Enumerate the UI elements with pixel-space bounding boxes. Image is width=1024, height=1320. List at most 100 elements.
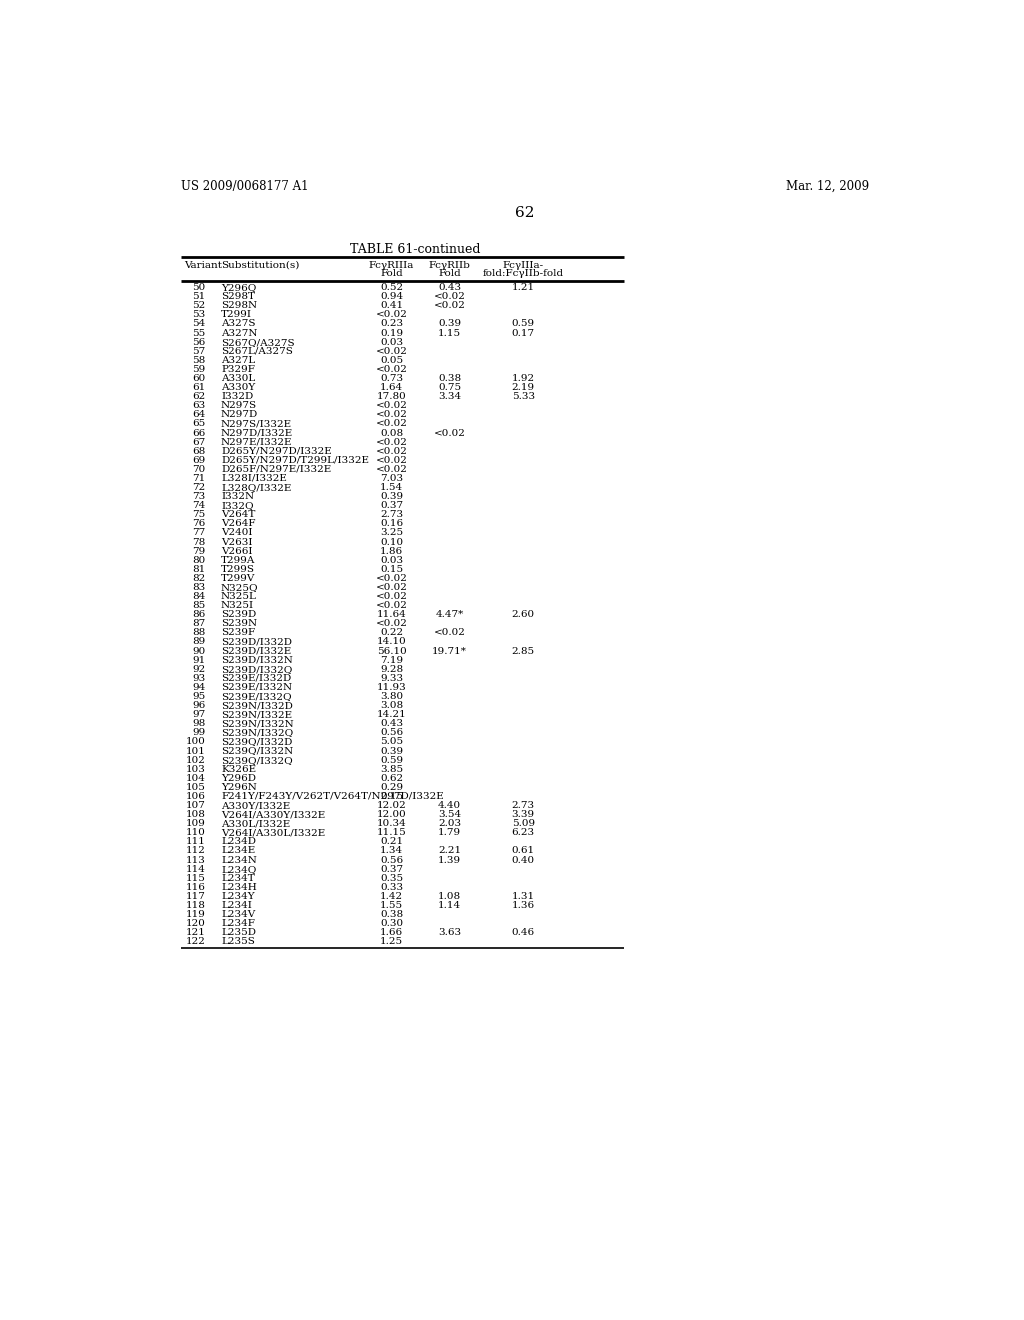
Text: 0.94: 0.94 (380, 292, 403, 301)
Text: 59: 59 (193, 364, 206, 374)
Text: 53: 53 (193, 310, 206, 319)
Text: <0.02: <0.02 (434, 292, 466, 301)
Text: 77: 77 (193, 528, 206, 537)
Text: 62: 62 (193, 392, 206, 401)
Text: T299S: T299S (221, 565, 255, 574)
Text: N297D: N297D (221, 411, 258, 420)
Text: 110: 110 (185, 829, 206, 837)
Text: I332D: I332D (221, 392, 253, 401)
Text: D265F/N297E/I332E: D265F/N297E/I332E (221, 465, 331, 474)
Text: 0.21: 0.21 (380, 837, 403, 846)
Text: 52: 52 (193, 301, 206, 310)
Text: 1.39: 1.39 (438, 855, 461, 865)
Text: L328Q/I332E: L328Q/I332E (221, 483, 292, 492)
Text: 1.79: 1.79 (438, 829, 461, 837)
Text: 72: 72 (193, 483, 206, 492)
Text: 100: 100 (185, 738, 206, 746)
Text: N325Q: N325Q (221, 583, 259, 591)
Text: 2.73: 2.73 (380, 511, 403, 519)
Text: T299V: T299V (221, 574, 255, 583)
Text: A327N: A327N (221, 329, 257, 338)
Text: Fold: Fold (438, 269, 461, 279)
Text: 0.61: 0.61 (512, 846, 535, 855)
Text: 89: 89 (193, 638, 206, 647)
Text: 70: 70 (193, 465, 206, 474)
Text: 79: 79 (193, 546, 206, 556)
Text: 69: 69 (193, 455, 206, 465)
Text: 58: 58 (193, 356, 206, 364)
Text: <0.02: <0.02 (376, 601, 408, 610)
Text: N297D/I332E: N297D/I332E (221, 429, 293, 437)
Text: 5.05: 5.05 (380, 738, 403, 746)
Text: N297E/I332E: N297E/I332E (221, 438, 293, 446)
Text: <0.02: <0.02 (376, 593, 408, 601)
Text: 1.25: 1.25 (380, 937, 403, 946)
Text: L234Q: L234Q (221, 865, 256, 874)
Text: 2.21: 2.21 (438, 846, 461, 855)
Text: 11.15: 11.15 (377, 829, 407, 837)
Text: 92: 92 (193, 665, 206, 673)
Text: 0.19: 0.19 (380, 329, 403, 338)
Text: 1.36: 1.36 (512, 902, 535, 909)
Text: 14.10: 14.10 (377, 638, 407, 647)
Text: 2.60: 2.60 (512, 610, 535, 619)
Text: A330L/I332E: A330L/I332E (221, 820, 290, 828)
Text: 119: 119 (185, 909, 206, 919)
Text: 80: 80 (193, 556, 206, 565)
Text: 74: 74 (193, 502, 206, 511)
Text: N325L: N325L (221, 593, 257, 601)
Text: 2.73: 2.73 (512, 801, 535, 810)
Text: fold:FcγIIb-fold: fold:FcγIIb-fold (482, 269, 564, 279)
Text: Fold: Fold (380, 269, 402, 279)
Text: 73: 73 (193, 492, 206, 502)
Text: 103: 103 (185, 764, 206, 774)
Text: S239N/I332Q: S239N/I332Q (221, 729, 293, 738)
Text: 94: 94 (193, 682, 206, 692)
Text: 106: 106 (185, 792, 206, 801)
Text: 0.39: 0.39 (380, 747, 403, 755)
Text: 3.63: 3.63 (438, 928, 461, 937)
Text: 0.39: 0.39 (380, 492, 403, 502)
Text: 11.93: 11.93 (377, 682, 407, 692)
Text: 12.00: 12.00 (377, 810, 407, 820)
Text: 12.02: 12.02 (377, 801, 407, 810)
Text: 0.22: 0.22 (380, 628, 403, 638)
Text: 56: 56 (193, 338, 206, 347)
Text: L234Y: L234Y (221, 892, 255, 902)
Text: 0.03: 0.03 (380, 338, 403, 347)
Text: <0.02: <0.02 (376, 310, 408, 319)
Text: 61: 61 (193, 383, 206, 392)
Text: S239N: S239N (221, 619, 257, 628)
Text: 19.71*: 19.71* (432, 647, 467, 656)
Text: Substitution(s): Substitution(s) (221, 261, 299, 269)
Text: 5.33: 5.33 (512, 392, 535, 401)
Text: L234V: L234V (221, 909, 255, 919)
Text: 5.09: 5.09 (512, 820, 535, 828)
Text: S239Q/I332N: S239Q/I332N (221, 747, 293, 755)
Text: 4.47*: 4.47* (435, 610, 464, 619)
Text: 3.80: 3.80 (380, 692, 403, 701)
Text: S267L/A327S: S267L/A327S (221, 347, 293, 356)
Text: 56.10: 56.10 (377, 647, 407, 656)
Text: 97: 97 (193, 710, 206, 719)
Text: 81: 81 (193, 565, 206, 574)
Text: Y296Q: Y296Q (221, 284, 256, 292)
Text: 0.10: 0.10 (380, 537, 403, 546)
Text: 1.34: 1.34 (380, 846, 403, 855)
Text: 0.08: 0.08 (380, 429, 403, 437)
Text: <0.02: <0.02 (376, 583, 408, 591)
Text: L234F: L234F (221, 919, 255, 928)
Text: L234E: L234E (221, 846, 255, 855)
Text: 0.15: 0.15 (380, 565, 403, 574)
Text: 60: 60 (193, 374, 206, 383)
Text: 105: 105 (185, 783, 206, 792)
Text: 0.38: 0.38 (380, 909, 403, 919)
Text: A327L: A327L (221, 356, 255, 364)
Text: 3.08: 3.08 (380, 701, 403, 710)
Text: 51: 51 (193, 292, 206, 301)
Text: 0.73: 0.73 (380, 374, 403, 383)
Text: 55: 55 (193, 329, 206, 338)
Text: 0.16: 0.16 (380, 519, 403, 528)
Text: 0.39: 0.39 (438, 319, 461, 329)
Text: <0.02: <0.02 (376, 438, 408, 446)
